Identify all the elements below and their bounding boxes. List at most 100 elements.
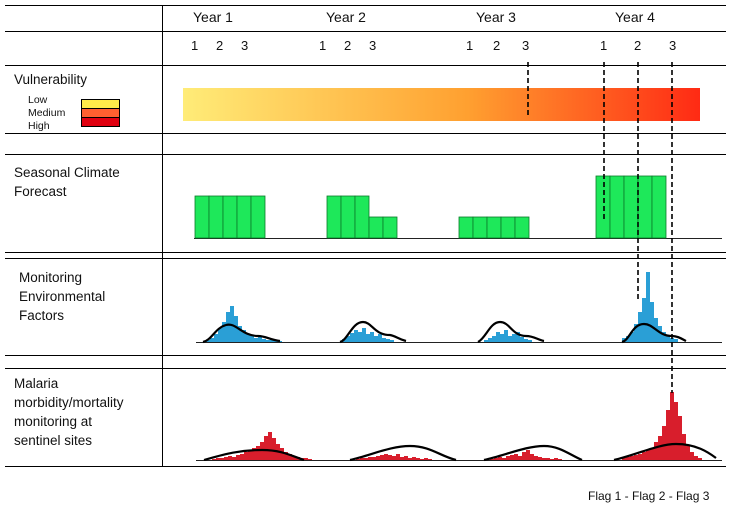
forecast-bar <box>458 216 474 239</box>
year-1-label: Year 1 <box>193 9 233 25</box>
malaria-bar <box>550 459 554 460</box>
malaria-bar <box>534 456 538 460</box>
vulnerability-gradient-bar <box>183 88 700 121</box>
malaria-bar <box>376 456 380 460</box>
malaria-bar <box>634 455 638 460</box>
malaria-bar <box>272 438 276 460</box>
forecast-bar <box>609 175 625 239</box>
malaria-bar <box>654 442 658 460</box>
environment-bar <box>218 328 222 342</box>
malaria-bar <box>522 452 526 460</box>
malaria-bar <box>280 448 284 460</box>
malaria-bar <box>502 458 506 460</box>
malaria-bar <box>308 459 312 460</box>
tick-y1-1: 1 <box>191 38 199 53</box>
trend-curve <box>483 444 583 462</box>
malaria-bar <box>236 455 240 460</box>
trend-curve <box>339 320 407 344</box>
environment-bar <box>638 312 642 342</box>
malaria-bar <box>642 452 646 460</box>
malaria-bar <box>538 457 542 460</box>
environment-bar <box>646 272 650 342</box>
environment-bar <box>366 334 370 342</box>
malaria-bar <box>232 457 236 460</box>
malaria-bar <box>268 432 272 460</box>
forecast-bar <box>651 175 667 239</box>
malaria-bar <box>364 458 368 460</box>
forecast-bar <box>194 195 210 239</box>
tick-y3-1: 1 <box>466 38 474 53</box>
malaria-bar <box>264 436 268 460</box>
malaria-bar <box>356 459 360 460</box>
malaria-bar <box>304 458 308 460</box>
forecast-bar <box>236 195 252 239</box>
forecast-bar <box>250 195 266 239</box>
trend-curve <box>613 442 717 462</box>
tick-y2-1: 1 <box>319 38 327 53</box>
forecast-bar <box>354 195 370 239</box>
tick-y2-2: 2 <box>344 38 352 53</box>
tick-y1-2: 2 <box>216 38 224 53</box>
tick-y4-3: 3 <box>669 38 677 53</box>
tick-y1-3: 3 <box>241 38 249 53</box>
malaria-label-line-2: morbidity/mortality <box>14 395 124 410</box>
environment-histograms <box>206 272 678 342</box>
year-2-label: Year 2 <box>326 9 366 25</box>
malaria-bar <box>388 455 392 460</box>
tick-y3-3: 3 <box>522 38 530 53</box>
forecast-bar <box>340 195 356 239</box>
tick-y3-2: 2 <box>493 38 501 53</box>
malaria-bar <box>392 456 396 460</box>
environment-bar <box>242 330 246 342</box>
year-3-label: Year 3 <box>476 9 516 25</box>
environment-bar <box>662 332 666 342</box>
environment-bar <box>206 340 210 342</box>
malaria-bar <box>400 457 404 460</box>
monitoring-label-line-1: Monitoring <box>19 270 83 285</box>
malaria-bar <box>498 457 502 460</box>
malaria-bar <box>244 452 248 460</box>
environment-bar <box>222 322 226 342</box>
environment-bar <box>358 332 362 342</box>
environment-bar <box>210 338 214 342</box>
forecast-bar <box>472 216 488 239</box>
table-grid <box>5 5 726 467</box>
environment-bar <box>630 332 634 342</box>
malaria-label: Malaria morbidity/mortality monitoring a… <box>14 374 124 450</box>
malaria-bar <box>360 458 364 460</box>
malaria-bar <box>506 456 510 460</box>
malaria-bar <box>368 457 372 460</box>
flag-caption: Flag 1 - Flag 2 - Flag 3 <box>588 489 710 503</box>
legend-high-label: High <box>28 120 50 132</box>
environment-bar <box>634 324 638 342</box>
malaria-bar <box>494 458 498 460</box>
environment-bar <box>214 334 218 342</box>
malaria-bar <box>514 454 518 460</box>
environment-bar <box>500 334 504 342</box>
malaria-bar <box>650 448 654 460</box>
environment-bar <box>524 339 528 342</box>
malaria-bar <box>530 454 534 460</box>
environment-bar <box>516 332 520 342</box>
environment-bar <box>508 336 512 342</box>
forecast-bars <box>194 175 667 239</box>
malaria-bar <box>510 455 514 460</box>
legend-high-swatch <box>81 117 120 127</box>
forecast-bar <box>368 216 384 239</box>
monitoring-label-line-3: Factors <box>19 308 65 323</box>
environment-bar <box>496 332 500 342</box>
malaria-bar <box>256 446 260 460</box>
forecast-bar <box>637 175 653 239</box>
malaria-bar <box>248 450 252 460</box>
trend-curve <box>349 444 457 462</box>
environment-bar <box>258 337 262 342</box>
malaria-label-line-4: sentinel sites <box>14 433 93 448</box>
environment-bar <box>650 302 654 342</box>
malaria-bar <box>666 410 670 460</box>
forecast-label-line-1: Seasonal Climate <box>14 165 120 180</box>
malaria-bar <box>216 458 220 460</box>
malaria-bar <box>384 454 388 460</box>
trend-curve <box>202 323 281 344</box>
environment-bar <box>246 334 250 342</box>
malaria-bar <box>240 454 244 460</box>
